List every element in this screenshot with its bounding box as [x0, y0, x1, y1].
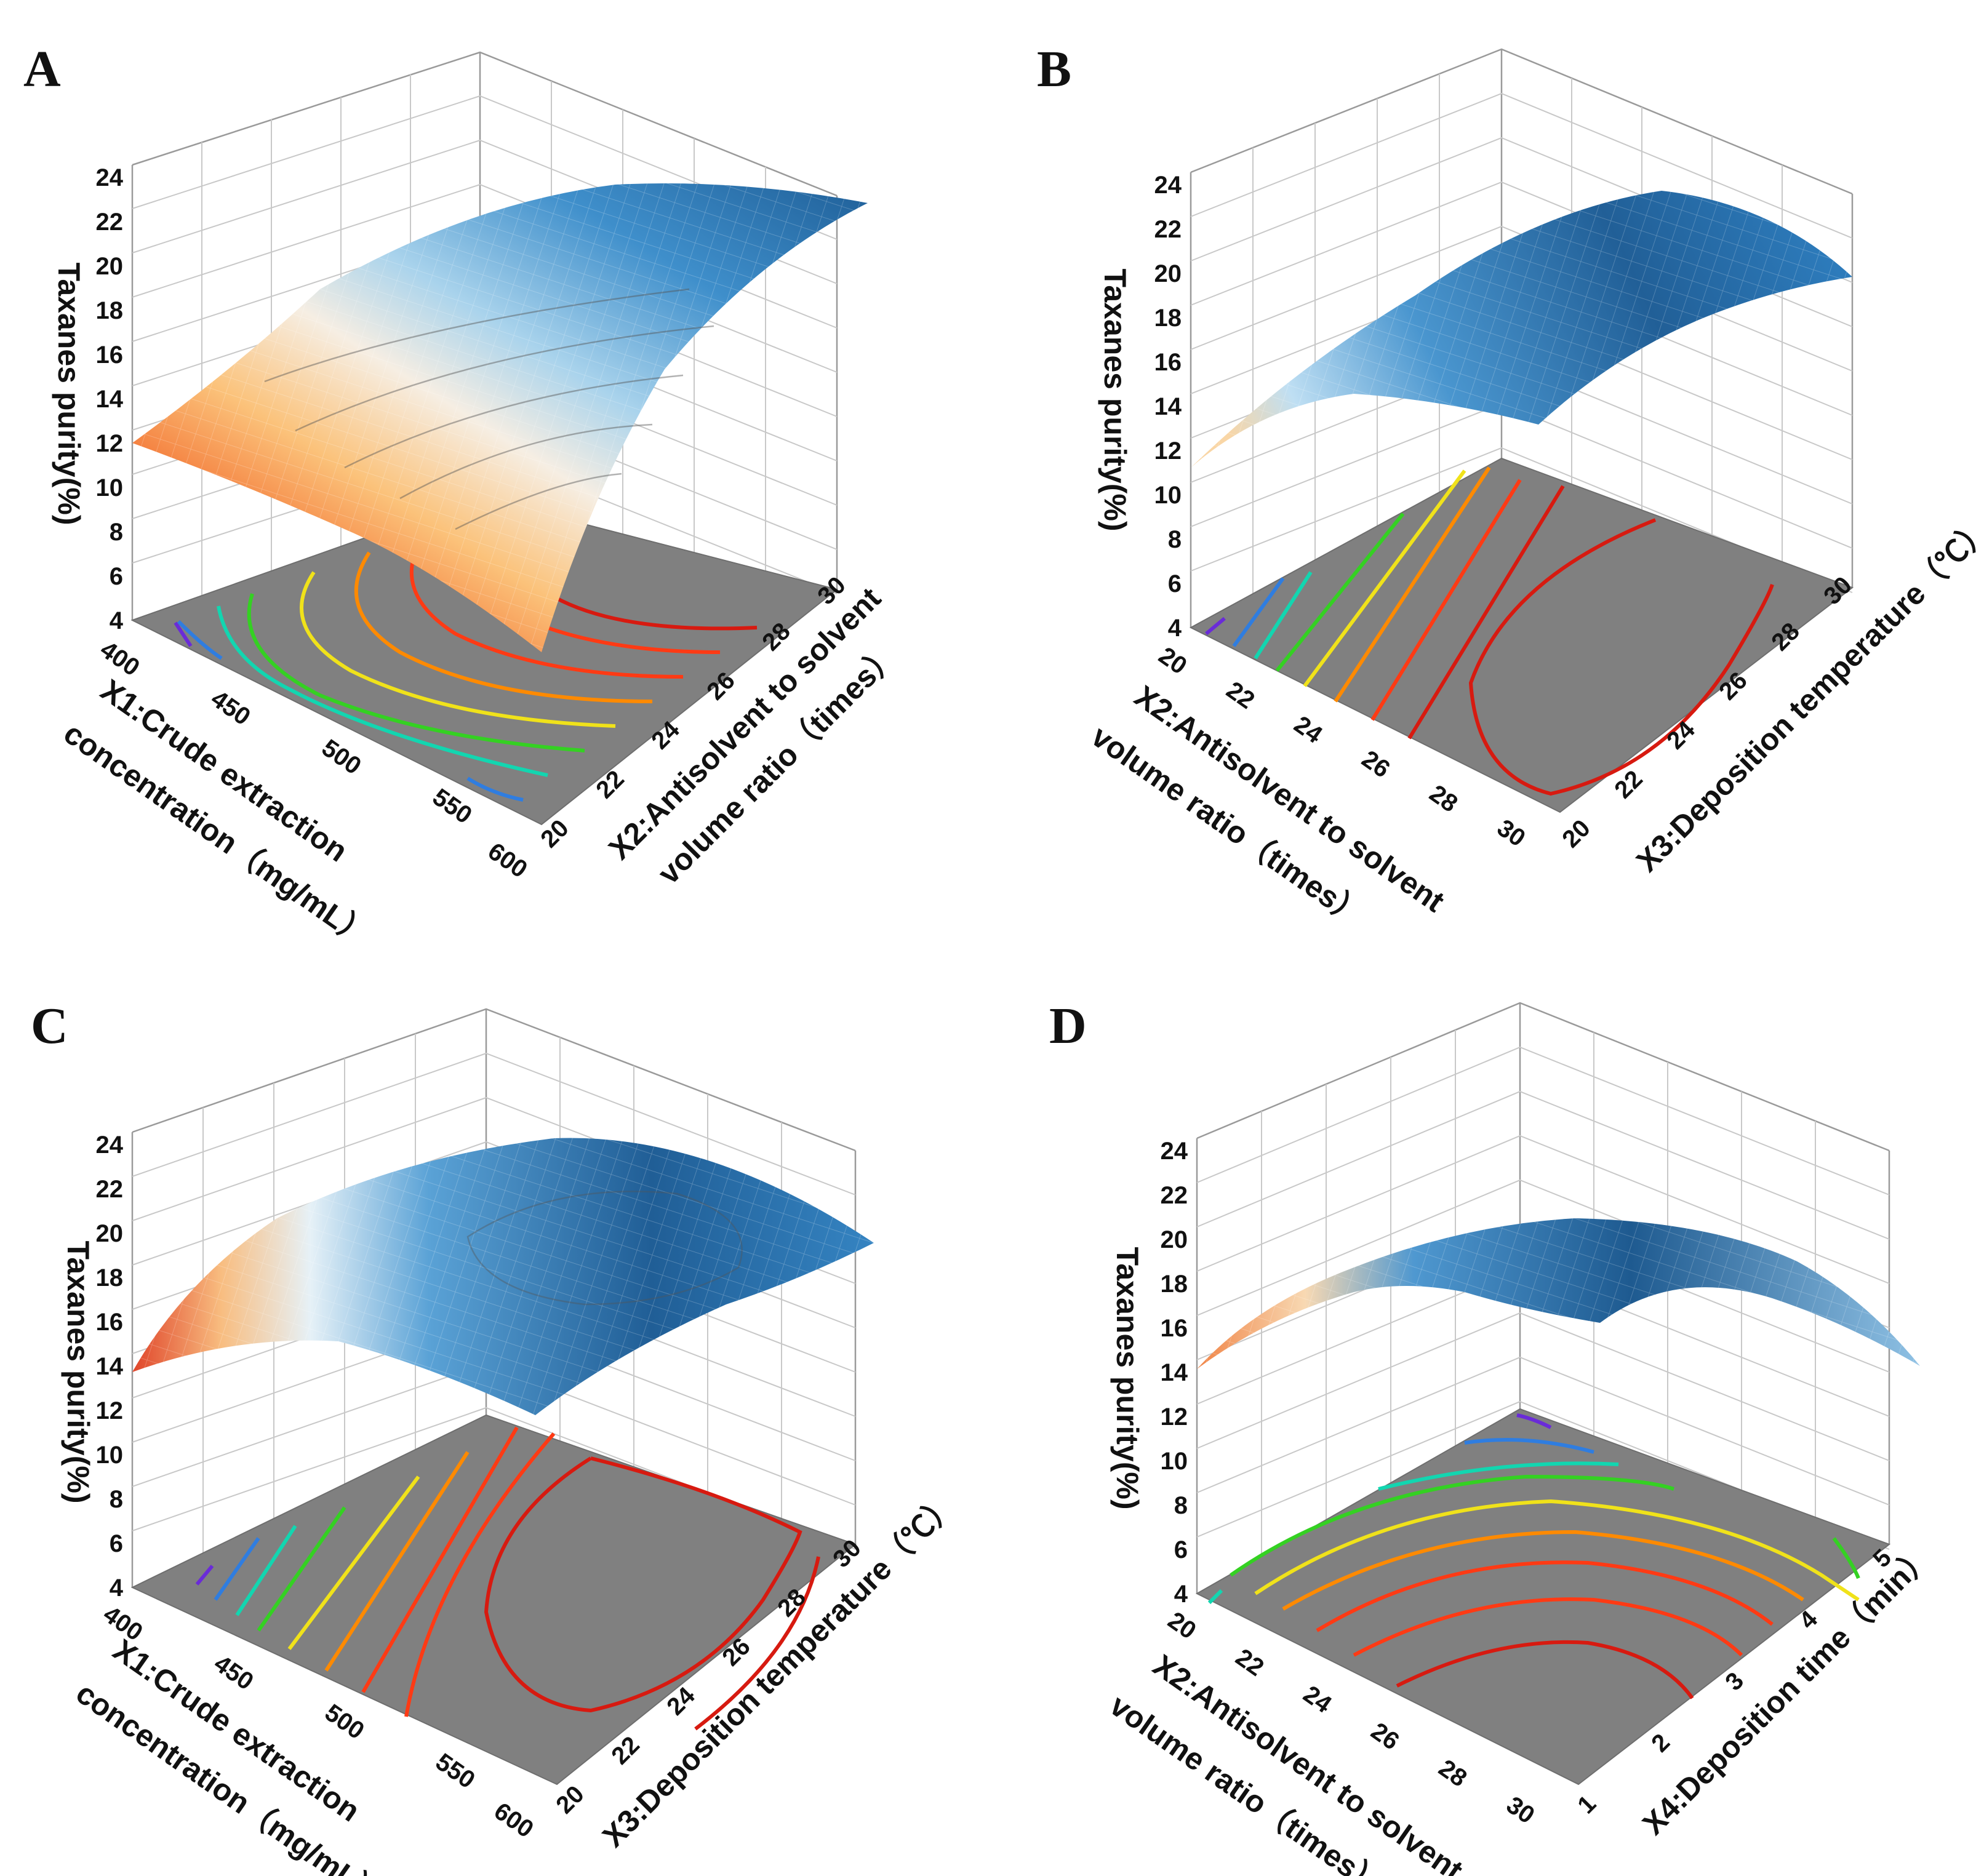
z-tick: 18: [96, 1264, 124, 1291]
z-axis-title-c: Taxanes purity(%): [61, 1241, 95, 1504]
z-axis-title-a: Taxanes purity(%): [52, 263, 86, 525]
z-tick: 8: [110, 1486, 123, 1513]
x-tick: 20: [1163, 1607, 1201, 1645]
z-tick: 6: [1174, 1536, 1188, 1563]
z-tick: 14: [1154, 393, 1182, 420]
panel-b: B: [1037, 41, 1984, 933]
panel-letter-c: C: [31, 997, 68, 1055]
z-ticks-b: 4 6 8 10 12 14 16 18 20 22 24: [1154, 172, 1182, 642]
x-tick: 500: [320, 1699, 369, 1744]
z-tick: 14: [96, 1353, 124, 1380]
x-tick: 22: [1222, 676, 1260, 714]
z-tick: 20: [1161, 1226, 1188, 1253]
z-tick: 14: [96, 386, 124, 413]
floor-c: [130, 1414, 857, 1786]
z-tick: 12: [1154, 437, 1182, 465]
z-tick: 22: [96, 209, 124, 236]
z-tick: 8: [110, 519, 123, 546]
surface-c: [132, 1138, 874, 1415]
z-tick: 10: [1161, 1448, 1188, 1475]
panel-d: D: [1049, 997, 1940, 1876]
z-axis-title-d: Taxanes purity(%): [1110, 1247, 1145, 1510]
y-tick: 20: [1557, 815, 1596, 853]
x-tick: 600: [483, 837, 532, 883]
floor-d: [1195, 1408, 1891, 1786]
y-tick: 2: [1646, 1729, 1675, 1758]
z-tick: 22: [96, 1176, 124, 1203]
x-tick: 550: [428, 783, 477, 829]
x-tick: 26: [1366, 1717, 1404, 1755]
z-tick: 6: [1168, 570, 1182, 597]
z-tick: 18: [1154, 305, 1182, 332]
surface-d: [1197, 1218, 1920, 1369]
z-tick: 6: [110, 1530, 123, 1557]
z-tick: 8: [1168, 526, 1182, 553]
z-tick: 12: [96, 1397, 124, 1424]
z-tick: 6: [110, 563, 123, 590]
z-tick: 12: [96, 430, 124, 457]
z-tick: 24: [96, 164, 124, 191]
z-tick: 16: [1161, 1315, 1188, 1342]
z-tick: 24: [1161, 1138, 1188, 1165]
x-tick: 450: [209, 1650, 258, 1695]
z-tick: 18: [96, 297, 124, 324]
panel-c: C: [31, 997, 964, 1876]
z-tick: 22: [1161, 1182, 1188, 1209]
x-tick: 24: [1298, 1680, 1337, 1718]
z-axis-title-b: Taxanes purity(%): [1098, 269, 1132, 532]
panel-letter-b: B: [1037, 41, 1071, 98]
z-tick: 12: [1161, 1403, 1188, 1431]
x-tick: 20: [1154, 642, 1192, 680]
z-tick: 10: [96, 474, 124, 501]
z-ticks-c: 4 6 8 10 12 14 16 18 20 22 24: [96, 1132, 124, 1602]
x-tick: 28: [1434, 1754, 1472, 1792]
contours-c: [195, 1426, 820, 1731]
z-tick: 20: [96, 1220, 124, 1247]
z-tick: 10: [1154, 482, 1182, 509]
z-tick: 4: [110, 607, 124, 634]
panel-letter-d: D: [1049, 997, 1087, 1055]
x-tick: 600: [489, 1797, 538, 1843]
z-tick: 8: [1174, 1492, 1188, 1519]
x-tick: 450: [206, 685, 255, 730]
x-tick: 22: [1231, 1643, 1269, 1682]
z-tick: 16: [96, 1309, 124, 1336]
z-tick: 4: [1168, 615, 1182, 642]
z-tick: 4: [1174, 1581, 1188, 1608]
z-tick: 16: [1154, 349, 1182, 376]
z-tick: 20: [1154, 260, 1182, 287]
x-tick: 24: [1289, 711, 1327, 749]
z-tick: 18: [1161, 1271, 1188, 1298]
z-tick: 4: [110, 1575, 124, 1602]
panel-letter-a: A: [23, 41, 61, 98]
x-tick: 26: [1357, 745, 1395, 783]
x-tick: 550: [431, 1748, 480, 1794]
surface-a: [132, 183, 868, 652]
panel-a: A: [23, 41, 905, 954]
z-ticks-a: 4 6 8 10 12 14 16 18 20 22 24: [96, 164, 124, 634]
z-tick: 10: [96, 1442, 124, 1469]
contours-d: [1207, 1413, 1860, 1699]
z-tick: 20: [96, 253, 124, 280]
x-tick: 30: [1502, 1791, 1540, 1829]
z-tick: 24: [96, 1132, 124, 1159]
z-tick: 22: [1154, 216, 1182, 243]
z-tick: 14: [1161, 1359, 1188, 1386]
x-tick: 30: [1492, 814, 1530, 852]
surface-b: [1191, 191, 1852, 468]
z-ticks-d: 4 6 8 10 12 14 16 18 20 22 24: [1161, 1138, 1188, 1608]
floor-b: [1189, 457, 1854, 813]
z-tick: 16: [96, 341, 124, 369]
y-tick: 20: [551, 1781, 590, 1819]
x-tick: 400: [95, 636, 145, 681]
x-tick: 500: [317, 734, 366, 780]
contours-b: [1205, 466, 1774, 796]
z-tick: 24: [1154, 172, 1182, 199]
x-tick: 28: [1425, 780, 1463, 818]
y-tick: 1: [1572, 1790, 1601, 1819]
